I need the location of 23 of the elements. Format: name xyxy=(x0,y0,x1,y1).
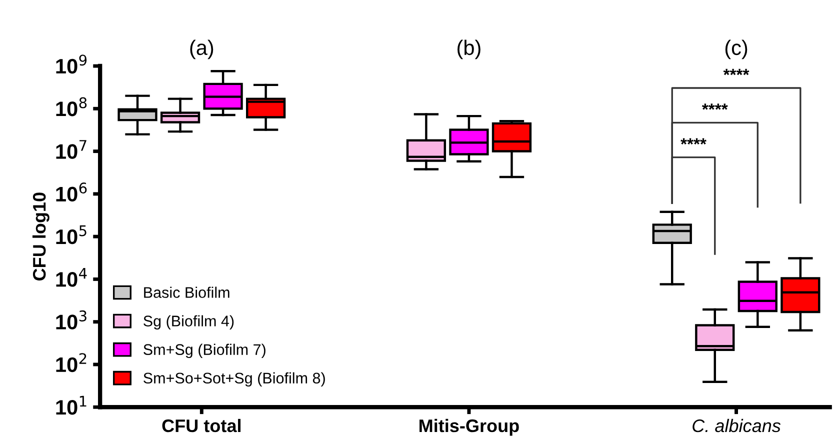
y-tick-label: 10$^{9}$ xyxy=(56,54,87,74)
y-tick-label: 10$^{2}$ xyxy=(56,353,86,372)
y-axis-title: CFU log10 xyxy=(32,192,50,280)
y-tick-label: 10$^{6}$ xyxy=(56,182,87,202)
y-tick-label: 10$^{8}$ xyxy=(56,97,87,116)
annotation: **** xyxy=(702,104,728,110)
text: (c) xyxy=(725,40,748,60)
y-tick-label: 10$^{5}$ xyxy=(56,225,86,244)
y-tick-label: 10$^{4}$ xyxy=(56,268,87,287)
legend-label: Sg (Biofilm 4) xyxy=(144,315,234,330)
legend-label: Sm+Sg (Biofilm 7) xyxy=(144,344,266,358)
x-tick-label: C. albicans xyxy=(692,418,781,432)
legend-label: Basic Biofilm xyxy=(144,286,230,298)
text: (b) xyxy=(458,40,480,60)
y-tick-label: 10$^{3}$ xyxy=(56,310,86,330)
annotation: **** xyxy=(723,68,750,76)
text: (a) xyxy=(190,40,214,60)
x-tick-label: CFU total xyxy=(162,418,240,432)
annotation: **** xyxy=(680,138,706,144)
legend-label: Sm+So+Sot+Sg (Biofilm 8) xyxy=(144,372,325,387)
x-tick-label: Mitis-Group xyxy=(420,418,519,436)
y-tick-label: 10$^{1}$ xyxy=(56,396,86,415)
y-tick-label: 10$^{7}$ xyxy=(56,140,86,159)
